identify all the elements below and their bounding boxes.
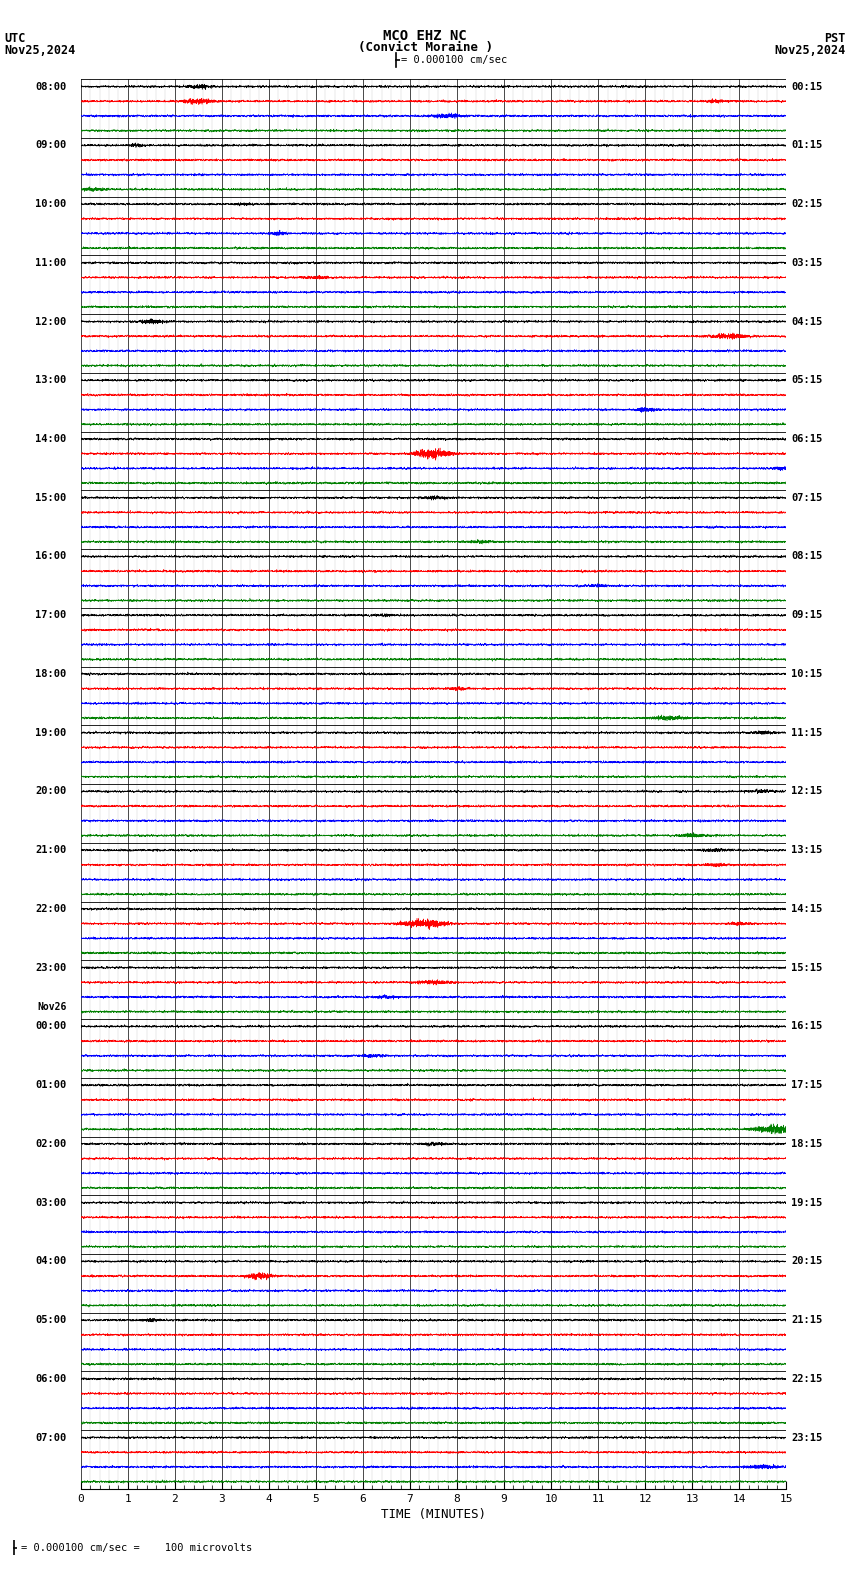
Text: 23:15: 23:15 [791, 1432, 822, 1443]
Text: 07:15: 07:15 [791, 493, 822, 502]
Text: 18:15: 18:15 [791, 1139, 822, 1148]
Text: 17:15: 17:15 [791, 1080, 822, 1090]
Text: 10:15: 10:15 [791, 668, 822, 680]
Text: 17:00: 17:00 [36, 610, 66, 621]
Text: 08:15: 08:15 [791, 551, 822, 561]
Text: 13:15: 13:15 [791, 846, 822, 855]
Text: 03:15: 03:15 [791, 258, 822, 268]
Text: 18:00: 18:00 [36, 668, 66, 680]
Text: 12:00: 12:00 [36, 317, 66, 326]
Text: 15:15: 15:15 [791, 963, 822, 973]
Text: 21:00: 21:00 [36, 846, 66, 855]
Text: 19:15: 19:15 [791, 1198, 822, 1207]
Text: Nov26: Nov26 [37, 1003, 66, 1012]
Text: 00:00: 00:00 [36, 1022, 66, 1031]
Text: 16:00: 16:00 [36, 551, 66, 561]
Text: 03:00: 03:00 [36, 1198, 66, 1207]
Text: UTC: UTC [4, 32, 26, 44]
Text: 22:00: 22:00 [36, 904, 66, 914]
Text: 19:00: 19:00 [36, 727, 66, 738]
Text: 23:00: 23:00 [36, 963, 66, 973]
Text: 06:15: 06:15 [791, 434, 822, 444]
Text: 05:15: 05:15 [791, 375, 822, 385]
Text: 10:00: 10:00 [36, 200, 66, 209]
Text: 09:00: 09:00 [36, 141, 66, 150]
Text: 13:00: 13:00 [36, 375, 66, 385]
Text: 16:15: 16:15 [791, 1022, 822, 1031]
Text: 08:00: 08:00 [36, 81, 66, 92]
Text: 12:15: 12:15 [791, 786, 822, 797]
X-axis label: TIME (MINUTES): TIME (MINUTES) [381, 1508, 486, 1521]
Text: 21:15: 21:15 [791, 1315, 822, 1326]
Text: 11:00: 11:00 [36, 258, 66, 268]
Text: Nov25,2024: Nov25,2024 [4, 44, 76, 57]
Text: 14:15: 14:15 [791, 904, 822, 914]
Text: 04:15: 04:15 [791, 317, 822, 326]
Text: 09:15: 09:15 [791, 610, 822, 621]
Text: 02:15: 02:15 [791, 200, 822, 209]
Text: = 0.000100 cm/sec =    100 microvolts: = 0.000100 cm/sec = 100 microvolts [21, 1543, 252, 1552]
Text: 22:15: 22:15 [791, 1373, 822, 1384]
Text: 00:15: 00:15 [791, 81, 822, 92]
Text: 15:00: 15:00 [36, 493, 66, 502]
Text: = 0.000100 cm/sec: = 0.000100 cm/sec [401, 55, 507, 65]
Text: Nov25,2024: Nov25,2024 [774, 44, 846, 57]
Text: PST: PST [824, 32, 846, 44]
Text: 11:15: 11:15 [791, 727, 822, 738]
Text: 20:00: 20:00 [36, 786, 66, 797]
Text: 20:15: 20:15 [791, 1256, 822, 1266]
Text: 05:00: 05:00 [36, 1315, 66, 1326]
Text: 06:00: 06:00 [36, 1373, 66, 1384]
Text: 01:00: 01:00 [36, 1080, 66, 1090]
Text: 04:00: 04:00 [36, 1256, 66, 1266]
Text: (Convict Moraine ): (Convict Moraine ) [358, 41, 492, 54]
Text: 07:00: 07:00 [36, 1432, 66, 1443]
Text: 02:00: 02:00 [36, 1139, 66, 1148]
Text: MCO EHZ NC: MCO EHZ NC [383, 29, 467, 43]
Text: 01:15: 01:15 [791, 141, 822, 150]
Text: 14:00: 14:00 [36, 434, 66, 444]
